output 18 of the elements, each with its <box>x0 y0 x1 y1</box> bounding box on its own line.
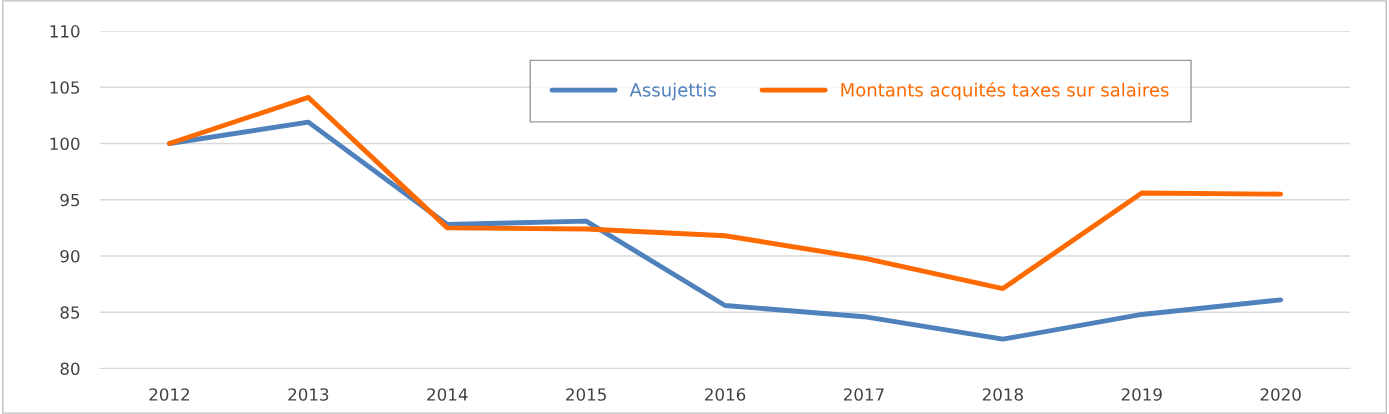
x-tick-label: 2014 <box>427 388 468 401</box>
x-tick-label: 2016 <box>705 388 746 401</box>
x-tick-label: 2019 <box>1121 388 1162 401</box>
y-tick-label: 85 <box>60 306 80 319</box>
y-tick-label: 100 <box>50 137 80 151</box>
legend-label: Assujettis <box>629 82 716 101</box>
y-tick-label: 105 <box>50 81 80 94</box>
x-tick-label: 2012 <box>149 388 189 401</box>
y-tick-label: 90 <box>60 249 80 263</box>
x-tick-label: 2017 <box>843 388 884 401</box>
y-tick-label: 95 <box>60 193 80 207</box>
legend-label: Montants acquités taxes sur salaires <box>841 81 1169 101</box>
x-tick-label: 2018 <box>982 388 1023 401</box>
x-tick-label: 2013 <box>288 388 329 401</box>
y-tick-label: 110 <box>50 25 80 38</box>
y-tick-label: 80 <box>60 362 80 376</box>
x-tick-label: 2015 <box>566 388 606 401</box>
x-tick-label: 2020 <box>1260 388 1301 401</box>
